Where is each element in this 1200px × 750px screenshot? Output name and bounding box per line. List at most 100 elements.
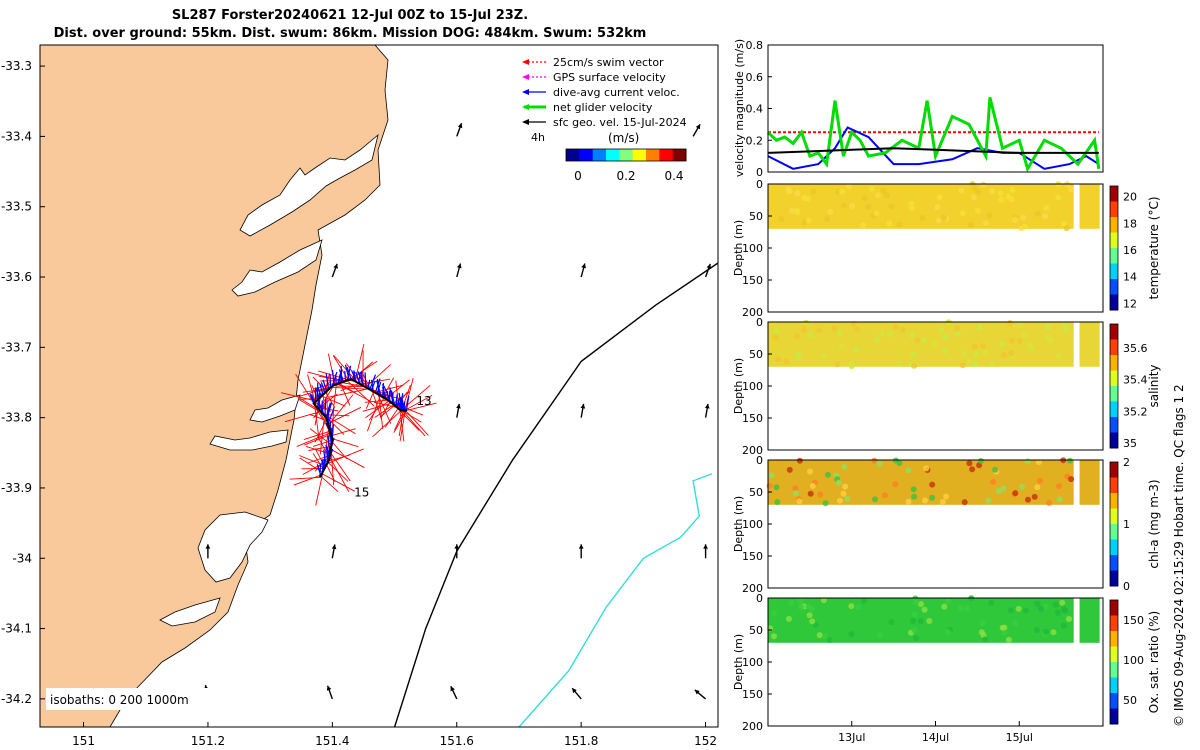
geo-velocity-arrowhead — [333, 263, 338, 269]
section-sample — [807, 468, 813, 475]
section-sample — [1016, 337, 1023, 344]
variable-colorbar-frame — [1109, 185, 1119, 311]
swim-vector-line — [373, 401, 398, 409]
section-sample — [888, 619, 895, 626]
section-sample — [840, 202, 847, 209]
colorbar-swatch — [606, 149, 620, 161]
swim-vector-line — [404, 395, 433, 411]
depth-tick-label: 0 — [756, 454, 763, 467]
section-sample — [982, 636, 989, 643]
section-sample — [971, 194, 977, 201]
depth-tick-label: 50 — [749, 624, 763, 637]
swim-vector-line — [323, 426, 330, 462]
section-sample — [920, 337, 927, 344]
x-tick-label: 152 — [694, 734, 717, 748]
dive-current-line — [370, 379, 374, 392]
section-sample — [868, 185, 875, 192]
section-sample — [789, 208, 795, 214]
chart-title-line2: Dist. over ground: 55km. Dist. swum: 86k… — [53, 26, 647, 41]
dive-current-line — [317, 387, 322, 397]
section-sample — [905, 498, 912, 505]
section-sample — [848, 631, 855, 638]
section-sample — [1012, 490, 1019, 497]
estuary-1 — [239, 133, 379, 237]
variable-colorbar-frame — [1109, 323, 1119, 449]
y-tick-label: -33.7 — [1, 340, 32, 354]
swim-vector-line — [393, 410, 407, 433]
section-sample — [840, 490, 847, 497]
section-sample — [855, 604, 862, 611]
depth-axis-title: Depth (m) — [732, 358, 745, 414]
variable-colorbar-tick: 35.4 — [1123, 374, 1148, 387]
section-sample — [820, 597, 827, 604]
section-sample — [923, 465, 930, 472]
section-sample — [1023, 607, 1029, 614]
geo-velocity-arrowhead — [706, 263, 712, 269]
section-sample — [939, 498, 946, 505]
section-sample — [785, 615, 792, 622]
dive-current-line — [389, 387, 394, 405]
colorbar-swatch — [672, 149, 687, 161]
variable-name: temperature (°C) — [1147, 197, 1161, 300]
section-sample — [1005, 193, 1012, 200]
swim-vector-line — [329, 452, 351, 482]
geo-velocity-arrowhead — [572, 688, 577, 694]
colorbar-tick: 0 — [574, 169, 582, 183]
swim-vector-line — [339, 382, 351, 406]
section-sample — [1059, 599, 1066, 606]
section-sample — [768, 472, 775, 479]
section-sample — [1042, 603, 1049, 610]
swim-vector-line — [321, 473, 356, 492]
y-tick-label: -33.6 — [1, 270, 32, 284]
swim-vector-line — [314, 418, 328, 443]
section-sample — [940, 214, 947, 221]
section-sample — [853, 346, 860, 353]
section-sample — [849, 202, 856, 209]
section-sample — [979, 620, 986, 627]
swim-vector-line — [280, 392, 317, 402]
section-sample — [911, 611, 918, 618]
swim-vector-line — [329, 456, 350, 492]
time-tick-label: 13Jul — [838, 731, 865, 744]
section-sample — [922, 497, 928, 504]
depth-axis-title: Depth (m) — [732, 496, 745, 552]
geo-velocity-arrowhead — [457, 123, 463, 129]
depth-tick-label: 50 — [749, 348, 763, 361]
swim-vector-line — [315, 471, 324, 506]
depth-panel-3: 0 50 100 150 200 Depth (m) 0 1 2 chl-a (mg m-3) — [732, 454, 1161, 595]
section-sample — [792, 490, 799, 497]
section-sample — [926, 618, 933, 624]
section-sample — [842, 483, 849, 490]
section-sample — [1042, 628, 1049, 635]
y-tick-label: -33.3 — [1, 59, 32, 73]
section-sample — [999, 624, 1006, 631]
section-sample — [803, 319, 809, 326]
swim-vector-line — [404, 377, 414, 411]
velocity-y-label: 0.2 — [746, 134, 764, 147]
section-sample — [958, 187, 965, 194]
geo-velocity-arrowhead — [326, 685, 332, 691]
dive-current-line — [364, 372, 367, 388]
section-sample — [911, 362, 918, 369]
section-sample — [980, 181, 987, 188]
depth-tick-label: 50 — [749, 486, 763, 499]
depth-tick-label: 200 — [742, 444, 763, 457]
variable-colorbar-swatch — [1110, 279, 1118, 295]
section-sample — [786, 466, 793, 473]
variable-colorbar-swatch — [1110, 677, 1118, 694]
variable-colorbar-swatch — [1110, 539, 1118, 556]
section-sample — [1021, 223, 1028, 230]
swim-vector-line — [314, 404, 320, 441]
x-tick-label: 151.6 — [440, 734, 474, 748]
variable-colorbar-swatch — [1110, 615, 1118, 632]
variable-colorbar-swatch — [1110, 417, 1118, 433]
section-sample — [985, 497, 992, 504]
depth-tick-label: 200 — [742, 306, 763, 319]
dive-current-line — [325, 373, 330, 390]
swim-vector-line — [303, 430, 331, 441]
swim-vector-line — [284, 411, 321, 423]
depth-tick-label: 150 — [742, 688, 763, 701]
section-sample — [1060, 622, 1067, 629]
colorbar-swatch — [566, 149, 580, 161]
